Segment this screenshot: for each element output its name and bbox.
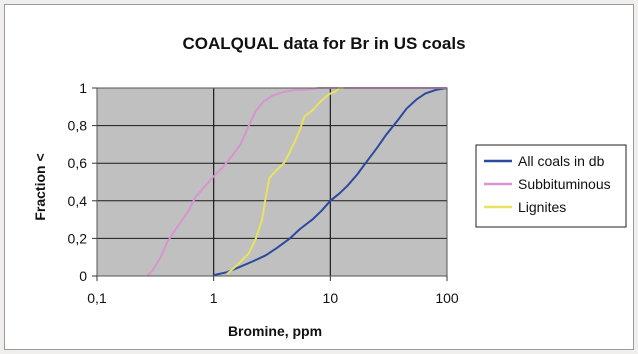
legend-box [475, 144, 627, 228]
x-tick-label: 0,1 [87, 290, 107, 306]
plot-area [97, 88, 447, 276]
x-tick-label: 100 [435, 290, 459, 306]
chart-area: COALQUAL data for Br in US coals 0 0,2 0,4… [4, 4, 634, 350]
legend-label: Lignites [518, 199, 566, 215]
legend-label: All coals in db [518, 153, 605, 169]
y-tick-label: 0,8 [68, 118, 88, 134]
x-tick-label: 10 [323, 290, 339, 306]
y-axis-title: Fraction < [32, 153, 48, 220]
y-tick-label: 0,6 [68, 155, 88, 171]
y-tick-label: 0 [79, 268, 87, 284]
y-tick-label: 1 [79, 80, 87, 96]
x-tick-label: 1 [210, 290, 218, 306]
y-tick-label: 0,4 [68, 193, 88, 209]
x-axis-ticks: 0,1 1 10 100 [87, 276, 459, 306]
chart-title: COALQUAL data for Br in US coals [182, 34, 465, 53]
x-axis-title: Bromine, ppm [228, 323, 322, 339]
legend: All coals in db Subbituminous Lignites [475, 144, 627, 228]
y-tick-label: 0,2 [68, 230, 88, 246]
series-line-0 [213, 87, 448, 277]
grid-lines [97, 88, 447, 276]
legend-label: Subbituminous [518, 176, 611, 192]
y-axis-ticks: 0 0,2 0,4 0,6 0,8 1 [68, 80, 97, 284]
plot-border [96, 87, 448, 277]
series-line-2 [226, 87, 344, 275]
chart-svg: COALQUAL data for Br in US coals 0 0,2 0,4… [32, 34, 627, 339]
